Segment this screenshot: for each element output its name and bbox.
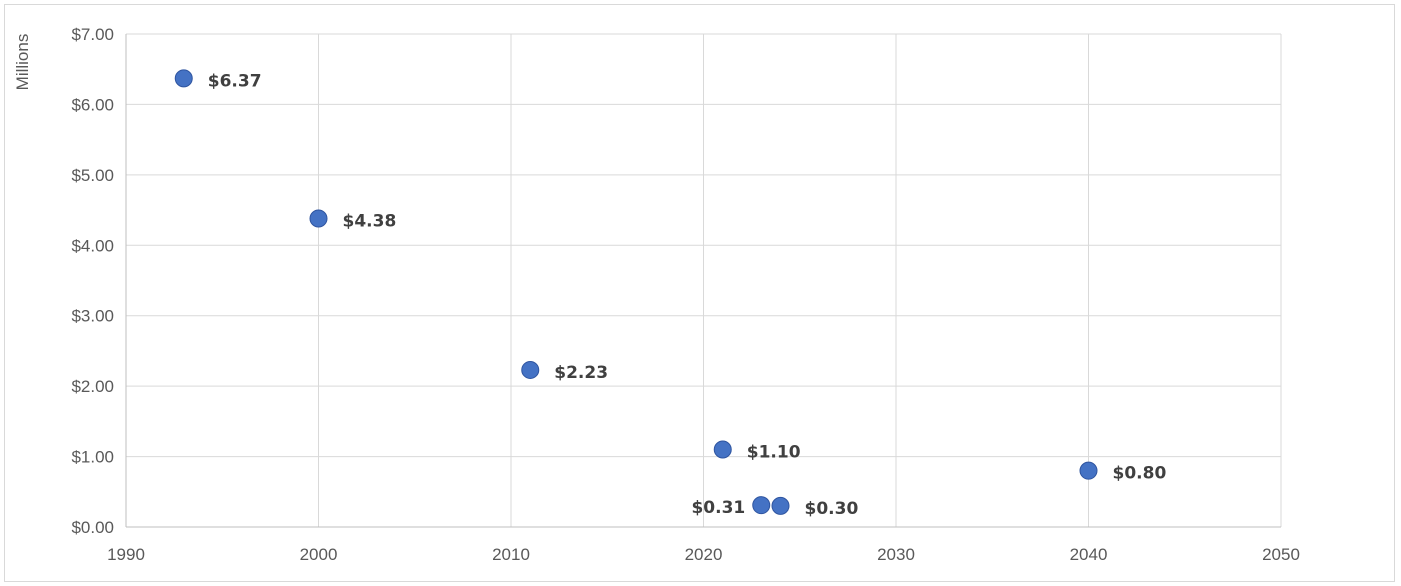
data-label: $4.38 <box>343 212 397 232</box>
chart-frame <box>4 4 1395 582</box>
scatter-point <box>309 209 328 228</box>
y-tick-label: $0.00 <box>71 518 114 537</box>
x-tick-label: 2050 <box>1262 545 1300 564</box>
x-tick-label: 2010 <box>492 545 530 564</box>
gridlines <box>126 33 1282 527</box>
data-points <box>174 69 1098 515</box>
data-label: $0.80 <box>1113 464 1167 484</box>
x-tick-label: 2020 <box>685 545 723 564</box>
y-tick-label: $2.00 <box>71 377 114 396</box>
data-label: $1.10 <box>747 443 801 463</box>
tick-labels: $0.00 $1.00 $2.00 $3.00 $4.00 $5.00 $6.00 $7.00… <box>71 25 1299 564</box>
x-tick-label: 2000 <box>300 545 338 564</box>
axes <box>125 34 1281 528</box>
scatter-point <box>771 496 790 515</box>
scatter-point <box>1079 461 1098 480</box>
data-label: $0.31 <box>691 498 745 518</box>
y-tick-label: $3.00 <box>71 307 114 326</box>
y-tick-label: $4.00 <box>71 236 114 255</box>
data-label: $6.37 <box>208 71 262 91</box>
y-tick-label: $5.00 <box>71 166 114 185</box>
y-tick-label: $6.00 <box>71 95 114 114</box>
scatter-point <box>713 440 732 459</box>
data-labels: $6.37 $4.38 $2.23 $1.10 $0.31 $0.30 $0.80 <box>208 71 1167 519</box>
data-label: $0.30 <box>805 499 859 519</box>
data-label: $2.23 <box>554 363 608 383</box>
scatter-point <box>752 496 771 515</box>
x-tick-label: 1990 <box>107 545 145 564</box>
x-tick-label: 2030 <box>877 545 915 564</box>
scatter-point <box>521 360 540 379</box>
y-tick-label: $1.00 <box>71 448 114 467</box>
y-axis-title: Millions <box>13 34 32 91</box>
scatter-point <box>174 69 193 88</box>
x-tick-label: 2040 <box>1070 545 1108 564</box>
y-tick-label: $7.00 <box>71 25 114 44</box>
